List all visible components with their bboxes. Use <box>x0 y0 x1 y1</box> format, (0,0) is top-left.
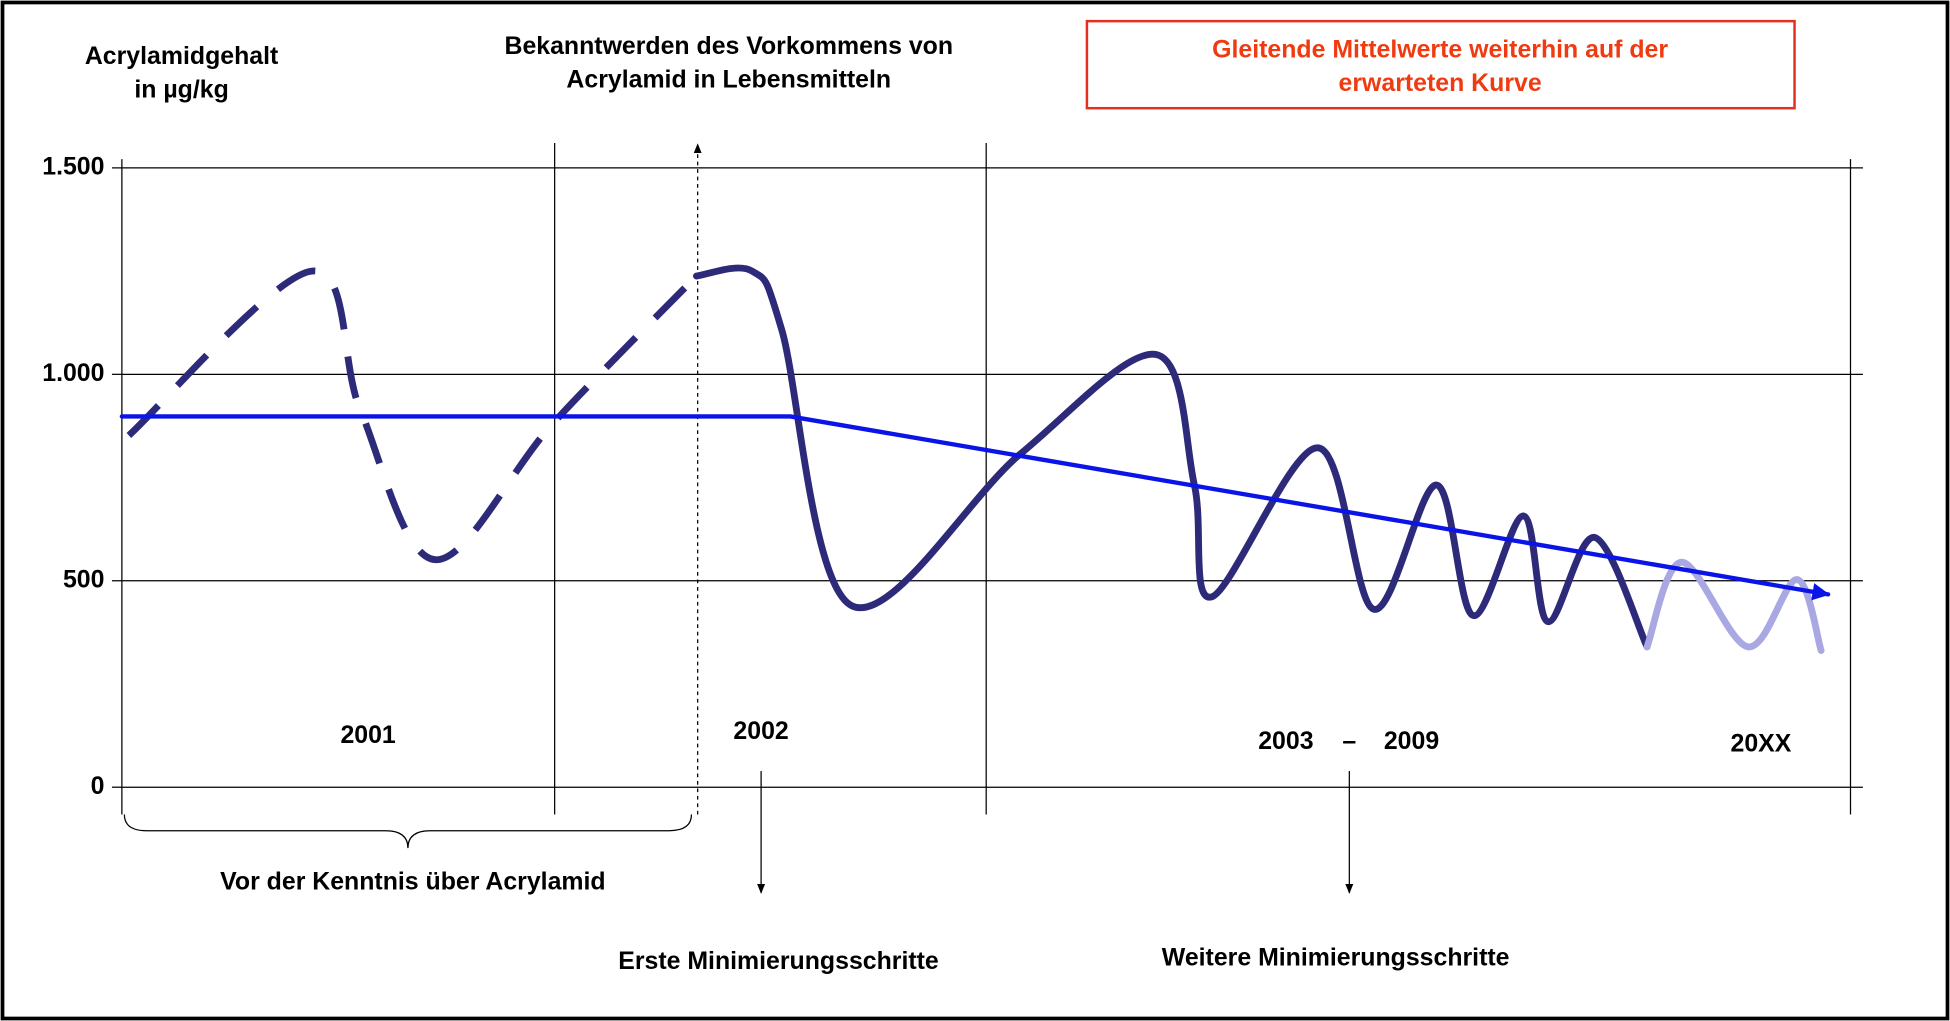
note-box <box>1085 19 1796 110</box>
period-label: 2003 <box>1258 727 1313 755</box>
annotation: Acrylamid in Lebensmitteln <box>566 65 891 93</box>
period-label: – <box>1342 727 1356 755</box>
period-label: 20XX <box>1731 729 1792 757</box>
annotation: Vor der Kenntnis über Acrylamid <box>220 868 605 896</box>
period-label: 2009 <box>1384 727 1439 755</box>
curve <box>126 267 699 564</box>
brace <box>123 814 693 849</box>
y-tick-label: 0 <box>91 772 105 800</box>
note-text: erwarteten Kurve <box>1339 69 1542 97</box>
curve <box>1643 558 1825 654</box>
period-label: 2001 <box>340 721 395 749</box>
vertical-lines <box>121 143 1852 815</box>
trend-line <box>119 414 1831 601</box>
curve <box>693 264 1651 651</box>
annotation: Erste Minimierungsschritte <box>618 947 939 975</box>
period-label: 2002 <box>733 717 788 745</box>
y-tick-label: 500 <box>63 565 104 593</box>
y-tick-label: 1.500 <box>42 152 104 180</box>
note-text: Gleitende Mittelwerte weiterhin auf der <box>1212 36 1668 64</box>
y-axis-label: in µg/kg <box>134 75 228 103</box>
annotation: Bekanntwerden des Vorkommens von <box>505 32 954 60</box>
y-tick-label: 1.000 <box>42 359 104 387</box>
annotation: Weitere Minimierungsschritte <box>1162 943 1510 971</box>
y-axis-label: Acrylamidgehalt <box>85 42 278 70</box>
